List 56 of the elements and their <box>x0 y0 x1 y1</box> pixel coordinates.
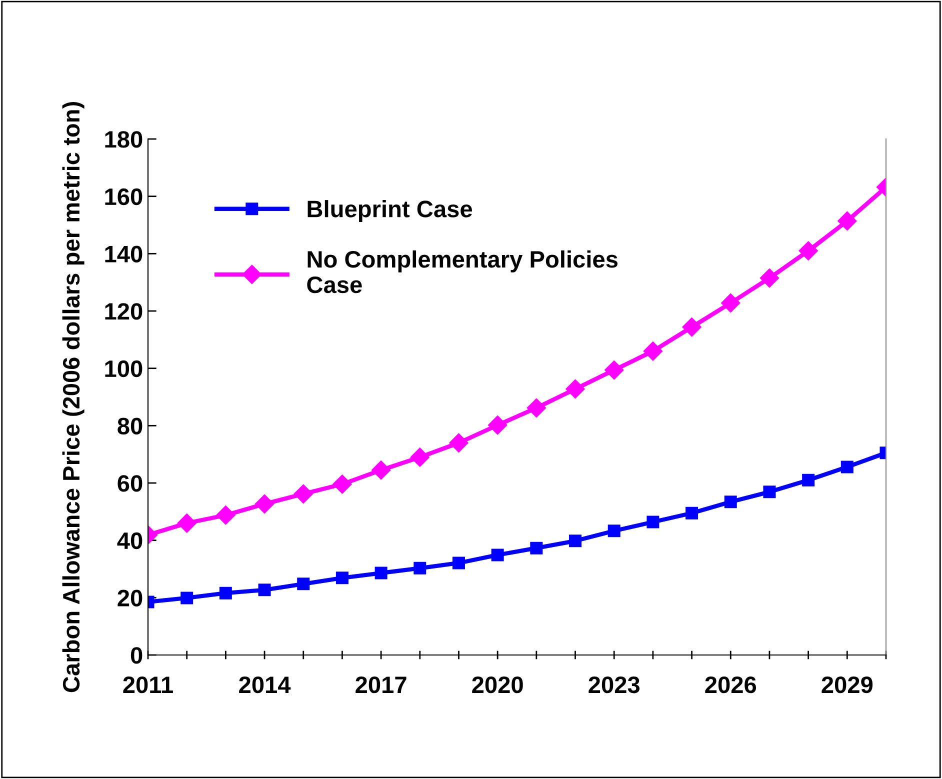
x-tick-label: 2023 <box>588 676 640 694</box>
point <box>216 506 236 525</box>
y-tick-label: 140 <box>105 246 142 262</box>
x-tick-label: 2026 <box>705 676 756 694</box>
legend-label: Blueprint Case <box>308 200 472 222</box>
point <box>180 592 194 604</box>
point <box>258 584 271 596</box>
point <box>760 268 780 288</box>
x-tick-label: 2020 <box>472 676 523 694</box>
point <box>491 548 504 562</box>
point <box>452 556 465 570</box>
point <box>608 524 620 538</box>
point <box>724 496 737 508</box>
point <box>332 474 352 494</box>
point <box>526 398 546 418</box>
point <box>177 514 196 533</box>
point <box>372 460 391 480</box>
y-tick-label: 0 <box>130 647 142 664</box>
y-tick-label: 100 <box>105 360 142 378</box>
y-tick-label: 40 <box>117 532 142 550</box>
point <box>682 318 702 337</box>
point <box>219 586 232 600</box>
legend-label: No Complementary Policies Case <box>307 250 618 294</box>
point <box>410 448 430 467</box>
point <box>802 474 815 486</box>
point <box>297 578 310 590</box>
x-tick-label: 2029 <box>822 676 873 694</box>
point <box>686 506 698 520</box>
point <box>604 360 624 380</box>
point <box>646 516 660 528</box>
y-axis-title: Carbon Allowance Price (2006 dollars per metric ton) <box>62 102 84 692</box>
point <box>294 484 313 504</box>
point <box>569 534 582 548</box>
y-tick-label: 80 <box>118 418 142 434</box>
y-tick-label: 120 <box>105 303 142 320</box>
point <box>449 433 468 452</box>
point <box>374 566 388 580</box>
x-tick-label: 2014 <box>239 676 291 694</box>
point <box>488 416 508 435</box>
point <box>798 241 818 260</box>
point <box>838 211 857 231</box>
y-tick-label: 160 <box>105 188 142 206</box>
point <box>763 486 776 498</box>
point <box>721 293 740 313</box>
point <box>336 572 348 584</box>
y-tick-label: 20 <box>118 590 142 606</box>
y-tick-label: 180 <box>105 131 142 148</box>
point <box>530 542 543 554</box>
point <box>643 342 662 361</box>
x-tick-label: 2011 <box>123 676 173 694</box>
point <box>566 379 585 399</box>
x-tick-label: 2017 <box>356 676 406 694</box>
point <box>254 494 274 514</box>
y-tick-label: 60 <box>118 475 142 492</box>
point <box>414 562 426 574</box>
point <box>840 460 854 474</box>
